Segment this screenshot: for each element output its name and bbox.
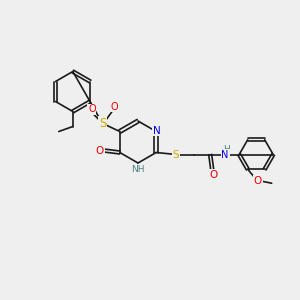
Text: NH: NH: [131, 166, 145, 175]
Text: S: S: [173, 149, 179, 160]
Text: O: O: [96, 146, 104, 155]
Text: O: O: [209, 169, 217, 179]
Text: H: H: [223, 145, 230, 154]
Text: O: O: [254, 176, 262, 186]
Text: O: O: [88, 104, 96, 115]
Text: O: O: [110, 101, 118, 112]
Text: S: S: [99, 117, 106, 130]
Text: N: N: [221, 149, 229, 160]
Text: N: N: [153, 125, 161, 136]
